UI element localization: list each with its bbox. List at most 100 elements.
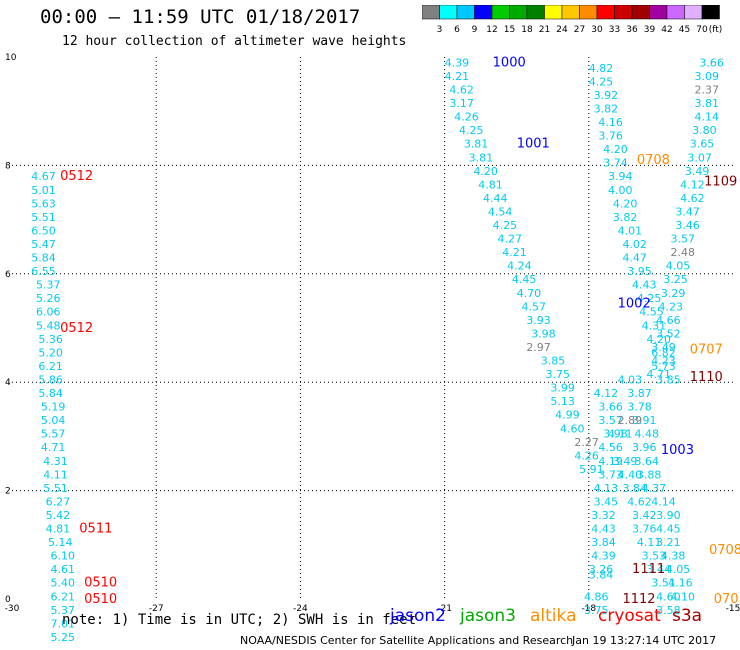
track-label: 1109: [704, 175, 737, 190]
swh-value: 3.58: [656, 604, 681, 617]
colorbar-swatch: [701, 5, 720, 20]
swh-value: 6.82: [651, 346, 676, 359]
colorbar-label: 12: [486, 25, 497, 35]
swh-value: 5.48: [36, 319, 61, 332]
track-label: 0707: [690, 343, 723, 358]
swh-value: 6.50: [31, 224, 56, 237]
swh-value: 4.21: [445, 70, 470, 83]
swh-value: 4.48: [634, 428, 659, 441]
swh-value: 5.36: [38, 333, 63, 346]
swh-value: 4.02: [622, 238, 647, 251]
swh-value: 5.63: [31, 197, 56, 210]
swh-value: 3.32: [591, 509, 616, 522]
colorbar-label: 42: [661, 25, 672, 35]
swh-value: 5.26: [36, 292, 61, 305]
colorbar-unit: (ft): [709, 25, 723, 35]
y-tick-label: 0: [5, 595, 11, 605]
swh-value: 3.81: [695, 97, 720, 110]
track-label: 1111: [632, 562, 665, 577]
track-label: 1000: [493, 55, 526, 70]
swh-value: 4.03: [618, 373, 643, 386]
swh-value: 3.65: [690, 138, 715, 151]
swh-value: 4.66: [656, 314, 681, 327]
colorbar-label: 70: [696, 25, 708, 35]
swh-value: 4.81: [46, 523, 71, 536]
swh-value: 5.86: [38, 373, 63, 386]
swh-value: 5.19: [41, 401, 65, 414]
chart-subtitle: 12 hour collection of altimeter wave hei…: [62, 34, 407, 49]
x-tick-label: -30: [5, 604, 20, 614]
swh-value: 5.84: [38, 387, 63, 400]
swh-value: 3.78: [627, 401, 652, 414]
swh-value: 3.80: [692, 124, 717, 137]
swh-value: 4.57: [522, 300, 547, 313]
swh-value: 4.27: [497, 233, 522, 246]
swh-value: 3.49: [651, 341, 676, 354]
swh-value: 4.23: [651, 355, 676, 368]
swh-value: 4.38: [661, 550, 686, 563]
swh-value: 5.04: [41, 414, 65, 427]
swh-value: 3.85: [541, 355, 566, 368]
x-tick-label: -27: [149, 604, 164, 614]
swh-value: 3.94: [608, 170, 633, 183]
colorbar-label: 3: [437, 25, 443, 35]
swh-value: 4.71: [646, 368, 671, 381]
swh-value: 6.27: [46, 495, 71, 508]
track-label: 1110: [690, 370, 723, 385]
swh-value: 3.44: [646, 563, 671, 576]
swh-value: 5.37: [50, 604, 75, 617]
swh-value: 4.82: [589, 62, 614, 75]
colorbar-label: 6: [454, 25, 460, 35]
swh-value: 4.43: [591, 523, 616, 536]
swh-value: 3.66: [598, 401, 623, 414]
track-label: 0512: [60, 169, 93, 184]
track-label: 0708: [637, 153, 670, 168]
x-tick-label: -15: [726, 604, 740, 614]
swh-value: 4.20: [473, 165, 498, 178]
legend-cryosat: cryosat: [598, 606, 661, 626]
swh-value: 3.17: [449, 97, 474, 110]
swh-value: 2.48: [671, 246, 696, 259]
colorbar-label: 21: [539, 25, 550, 35]
swh-value: 4.16: [598, 116, 623, 129]
swh-value: 3.52: [656, 327, 681, 340]
x-tick-label: -24: [293, 604, 308, 614]
swh-value: 3.76: [632, 523, 657, 536]
legend-altika: altika: [530, 606, 577, 626]
swh-value: 4.39: [591, 550, 616, 563]
swh-value: 3.74: [603, 157, 628, 170]
swh-value: 5.51: [43, 482, 68, 495]
swh-value: 4.45: [656, 523, 681, 536]
x-tick-label: -21: [437, 604, 452, 614]
swh-value: 3.57: [671, 233, 696, 246]
swh-value: 4.43: [632, 279, 657, 292]
swh-value: 4.23: [658, 300, 683, 313]
swh-value: 3.25: [663, 273, 688, 286]
swh-value: 6.55: [31, 265, 56, 278]
swh-value: 4.12: [594, 387, 619, 400]
y-tick-label: 4: [5, 378, 11, 388]
swh-value: 4.11: [43, 468, 68, 481]
colorbar-label: 15: [504, 25, 515, 35]
swh-value: 3.21: [656, 536, 681, 549]
track-label: 1002: [618, 297, 651, 312]
swh-value: 3.98: [531, 327, 556, 340]
swh-value: 4.05: [666, 260, 691, 273]
swh-value: 3.91: [632, 414, 657, 427]
swh-value: 4.20: [603, 143, 628, 156]
swh-value: 5.37: [36, 279, 61, 292]
legend-s3a: s3a: [672, 606, 703, 626]
swh-value: 3.75: [546, 368, 571, 381]
swh-value: 3.42: [632, 509, 657, 522]
swh-value: 4.70: [517, 287, 542, 300]
swh-value: 4.54: [488, 205, 513, 218]
swh-value: 4.16: [668, 577, 693, 590]
colorbar-label: 9: [472, 25, 478, 35]
swh-value: 4.19: [598, 455, 623, 468]
swh-value: 2.89: [618, 414, 643, 427]
swh-value: 4.11: [637, 536, 662, 549]
swh-value: 4.62: [680, 192, 705, 205]
swh-value: 6.21: [50, 590, 75, 603]
swh-value: 3.84: [622, 482, 647, 495]
